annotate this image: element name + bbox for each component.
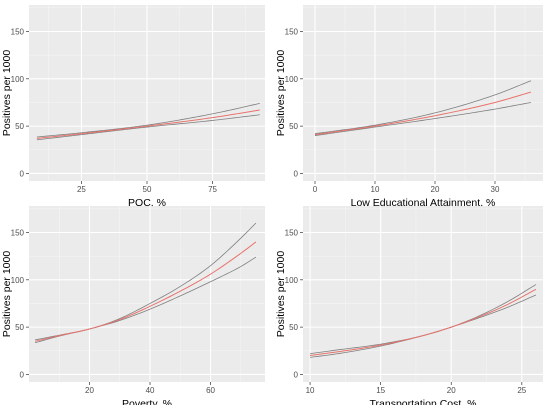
y-tick-label: 150 (285, 27, 299, 36)
y-axis-title: Positives per 1000 (275, 50, 287, 137)
panel-3: 20 40 60 0 50 100 150 Poverty, % Positives per 1… (1, 206, 265, 405)
y-tick-label: 0 (20, 169, 25, 178)
y-tick-label: 100 (285, 75, 299, 84)
x-tick-label: 20 (447, 386, 456, 395)
y-tick-label: 0 (294, 370, 299, 379)
panel-background (303, 5, 543, 181)
fitted-line (314, 91, 532, 136)
y-axis-title: Positives per 1000 (1, 50, 13, 137)
x-tick-label: 60 (206, 386, 215, 395)
x-tick-label: 10 (371, 185, 380, 194)
x-tick-label: 20 (431, 185, 440, 194)
x-axis-title: Transportation Cost, % (370, 398, 477, 405)
x-tick-label: 30 (491, 185, 500, 194)
y-tick-label: 0 (20, 370, 25, 379)
panel-background (29, 206, 265, 382)
fitted-line (36, 109, 260, 139)
x-tick-label: 15 (376, 386, 385, 395)
ci-lower-line (314, 102, 532, 136)
y-tick-label: 100 (285, 276, 299, 285)
ci-lower-line (36, 114, 260, 141)
y-tick-label: 50 (289, 323, 298, 332)
panel-4: 10 15 20 25 0 50 100 150 Transportation Cost, % P… (275, 206, 543, 405)
x-tick-label: 25 (517, 386, 526, 395)
y-tick-label: 50 (15, 323, 24, 332)
fitted-line (309, 288, 537, 357)
y-axis-title: Positives per 1000 (1, 251, 13, 338)
y-tick-label: 50 (289, 122, 298, 131)
x-tick-label: 50 (143, 185, 152, 194)
y-tick-label: 50 (15, 122, 24, 131)
y-tick-label: 0 (294, 169, 299, 178)
y-tick-label: 150 (11, 27, 25, 36)
x-tick-label: 40 (146, 386, 155, 395)
x-tick-label: 20 (85, 386, 94, 395)
x-tick-label: 10 (306, 386, 315, 395)
y-tick-label: 100 (11, 276, 25, 285)
x-tick-label: 0 (313, 185, 318, 194)
ci-upper-line (36, 103, 260, 138)
ci-upper-line (314, 80, 532, 135)
x-tick-label: 25 (77, 185, 86, 194)
fitted-line (34, 241, 257, 342)
y-tick-label: 150 (285, 228, 299, 237)
x-tick-label: 75 (208, 185, 217, 194)
y-tick-label: 100 (11, 75, 25, 84)
y-tick-label: 150 (11, 228, 25, 237)
y-axis-title: Positives per 1000 (275, 251, 287, 338)
x-axis-title: Poverty, % (122, 398, 172, 405)
